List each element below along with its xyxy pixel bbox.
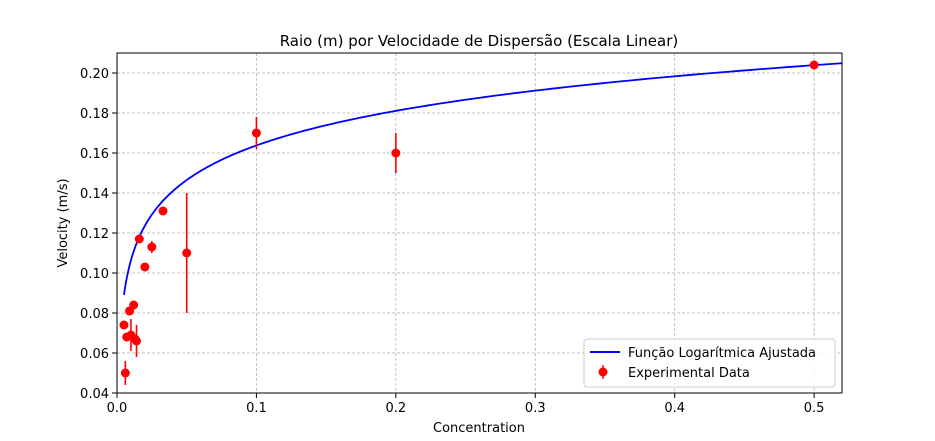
data-point	[809, 60, 819, 70]
y-axis-label: Velocity (m/s)	[56, 178, 71, 267]
data-point	[140, 262, 150, 272]
data-point	[158, 206, 168, 216]
data-points	[119, 60, 819, 385]
data-point	[119, 320, 129, 330]
x-axis-label: Concentration	[433, 421, 525, 436]
data-point	[182, 248, 192, 258]
x-tick-label: 0.4	[664, 401, 685, 416]
y-tick-label: 0.08	[80, 307, 109, 322]
y-tick-label: 0.20	[80, 67, 109, 82]
data-point	[147, 242, 157, 252]
y-tick-label: 0.04	[80, 387, 109, 402]
x-tick-label: 0.5	[804, 401, 825, 416]
legend-points-swatch	[598, 367, 608, 377]
legend-fit-label: Função Logarítmica Ajustada	[628, 346, 816, 361]
data-point	[132, 336, 142, 346]
x-tick-label: 0.0	[107, 401, 128, 416]
chart-title: Raio (m) por Velocidade de Dispersão (Es…	[280, 32, 679, 50]
legend-box	[583, 338, 836, 388]
data-point	[251, 128, 261, 138]
data-point	[129, 300, 139, 310]
x-tick-label: 0.2	[386, 401, 407, 416]
y-tick-label: 0.16	[80, 147, 109, 162]
x-tick-label: 0.1	[246, 401, 267, 416]
x-tick-label: 0.3	[525, 401, 546, 416]
y-tick-label: 0.10	[80, 267, 109, 282]
y-tick-label: 0.06	[80, 347, 109, 362]
fit-curve	[123, 62, 843, 296]
legend-points-label: Experimental Data	[628, 366, 750, 381]
fit-line	[123, 62, 843, 296]
y-tick-label: 0.12	[80, 227, 109, 242]
x-axis: 0.0 0.1 0.2 0.3 0.4 0.5	[107, 393, 825, 416]
y-tick-label: 0.18	[80, 107, 109, 122]
data-point	[134, 234, 144, 244]
plot-frame	[116, 52, 843, 394]
y-axis: 0.04 0.06 0.08 0.10 0.12 0.14 0.16 0.18 0.20	[80, 67, 117, 402]
data-point	[391, 148, 401, 158]
legend: Função Logarítmica Ajustada Experimental…	[583, 338, 836, 388]
data-point	[120, 368, 130, 378]
y-tick-label: 0.14	[80, 187, 109, 202]
